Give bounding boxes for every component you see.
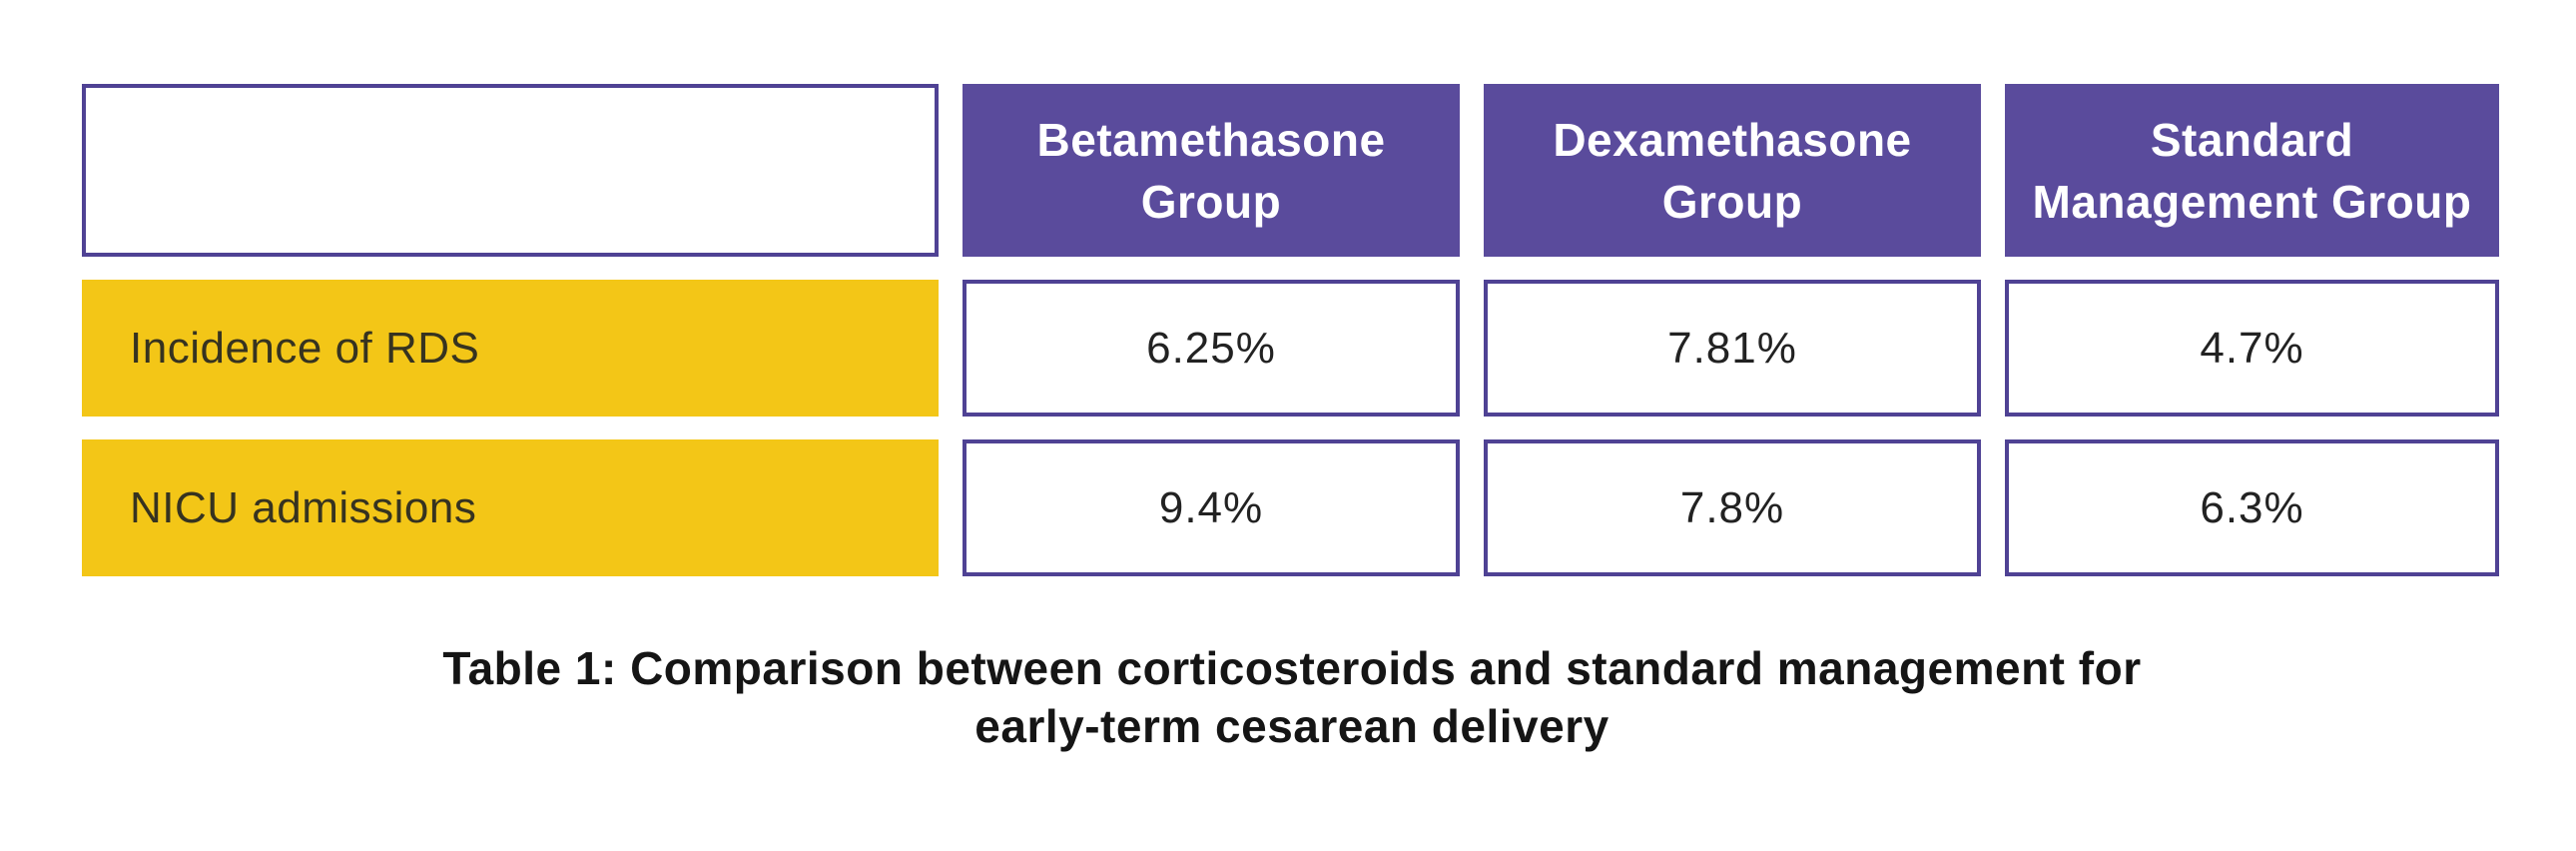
row-label-nicu-admissions: NICU admissions (82, 439, 939, 576)
value-rds-dexamethasone: 7.81% (1484, 280, 1981, 417)
column-header-standard-management: Standard Management Group (2005, 84, 2499, 257)
column-header-dexamethasone: Dexamethasone Group (1484, 84, 1981, 257)
value-nicu-dexamethasone: 7.8% (1484, 439, 1981, 576)
table-caption-line-1: Table 1: Comparison between corticostero… (442, 642, 2142, 694)
column-header-betamethasone: Betamethasone Group (963, 84, 1460, 257)
table-caption-line-2: early-term cesarean delivery (974, 700, 1610, 752)
value-rds-betamethasone: 6.25% (963, 280, 1460, 417)
comparison-table: Betamethasone Group Dexamethasone Group … (82, 84, 2499, 576)
table-caption: Table 1: Comparison between corticostero… (0, 639, 2576, 755)
value-nicu-standard-management: 6.3% (2005, 439, 2499, 576)
value-nicu-betamethasone: 9.4% (963, 439, 1460, 576)
corner-cell-empty (82, 84, 939, 257)
row-label-incidence-of-rds: Incidence of RDS (82, 280, 939, 417)
value-rds-standard-management: 4.7% (2005, 280, 2499, 417)
